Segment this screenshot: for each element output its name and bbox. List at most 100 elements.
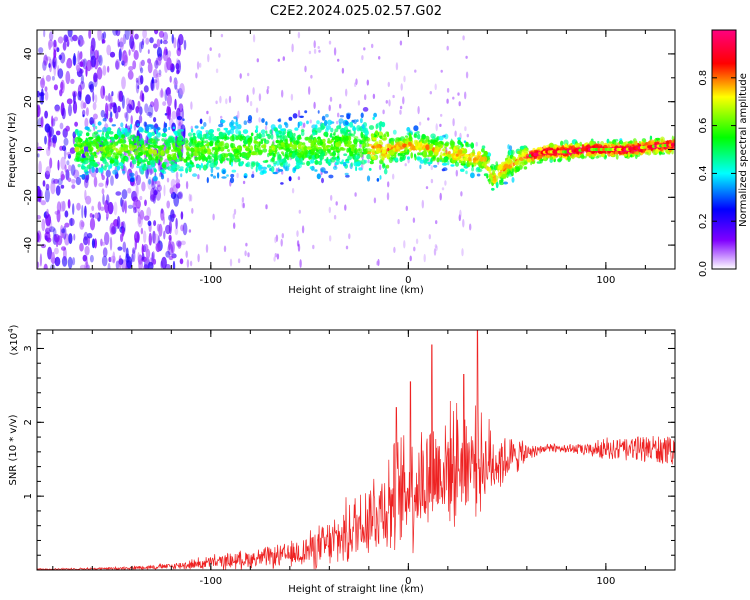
spectrogram-cell <box>119 37 125 51</box>
spectrogram-cell <box>277 154 282 161</box>
spectrogram-cell <box>77 90 82 101</box>
spectrogram-cell <box>115 59 121 70</box>
spectrogram-cell <box>44 91 49 101</box>
spectrogram-cell <box>351 119 355 123</box>
spectrogram-cell <box>189 162 194 165</box>
spectrogram-cell <box>175 63 180 70</box>
spectrogram-cell <box>464 91 467 100</box>
spectrogram-cell <box>419 152 423 156</box>
spectrogram-cell <box>276 253 280 260</box>
spectrogram-cell <box>44 235 48 240</box>
spectrogram-cell <box>417 106 420 115</box>
spectrogram-cell <box>233 116 238 120</box>
spectrogram-cell <box>470 142 474 149</box>
spectrogram-cell <box>288 176 292 182</box>
spectrogram-cell <box>110 175 114 186</box>
spectrogram-cell <box>366 153 371 160</box>
spectrogram-cell <box>129 35 135 50</box>
spectrogram-cell <box>370 133 375 138</box>
spectrogram-cell <box>52 55 58 70</box>
spectrogram-cell <box>57 36 64 44</box>
spectrogram-cell <box>44 110 48 119</box>
spectrogram-cell <box>138 114 143 124</box>
spectrogram-cell <box>45 166 51 175</box>
spectrogram-cell <box>141 243 144 255</box>
spectrogram-cell <box>224 127 228 131</box>
spectrogram-cell <box>141 92 145 103</box>
spectrogram-cell <box>201 148 204 153</box>
spectrogram-cell <box>40 243 47 249</box>
spectrogram-cell <box>239 135 243 142</box>
spectrogram-cell <box>367 159 370 164</box>
spectrogram-cell <box>350 162 353 167</box>
spectrogram-cell <box>462 35 465 41</box>
spectrogram-cell <box>167 50 172 58</box>
spectrogram-cell <box>73 233 76 241</box>
spectrogram-cell <box>92 91 95 103</box>
spectrogram-cell <box>172 126 176 130</box>
spectrogram-cell <box>88 136 94 140</box>
snr-xlabel: Height of straight line (km) <box>288 584 424 595</box>
spectrogram-cell <box>284 143 290 148</box>
spectrogram-cell <box>84 117 89 129</box>
spectrogram-cell <box>121 134 125 139</box>
spectrogram-cell <box>446 88 450 93</box>
y-tick-label: 1 <box>23 493 34 499</box>
spectrogram-cell <box>200 137 205 142</box>
spectrogram-cell <box>341 159 344 162</box>
spectrogram-cell <box>355 138 362 142</box>
spectrogram-cell <box>239 145 242 153</box>
spectrogram-cell <box>121 76 126 90</box>
spectrogram-cell <box>610 151 613 156</box>
spectrogram-cell <box>426 161 433 165</box>
spectrogram-cell <box>420 143 423 148</box>
figure-title: C2E2.2024.025.02.57.G02 <box>270 4 442 19</box>
spectrogram-cell <box>406 156 411 160</box>
spectrogram-cell <box>349 121 354 128</box>
spectrogram-cell <box>215 166 220 170</box>
spectrogram-cell <box>344 120 349 126</box>
spectrogram-cell <box>207 53 210 63</box>
spectrogram-cell <box>52 136 56 149</box>
spectrogram-cell <box>37 261 40 269</box>
spectrogram-cell <box>147 132 153 138</box>
spectrogram-cell <box>316 120 320 125</box>
colorbar-tick-label: 0.2 <box>698 213 709 229</box>
spectrogram-cell <box>37 146 43 152</box>
spectrogram-cell <box>175 217 178 230</box>
spectrogram-cell <box>356 125 361 132</box>
spectrogram-cell <box>124 200 127 214</box>
spectrogram-cell <box>308 86 311 95</box>
spectrogram-cell <box>341 147 346 151</box>
spectrogram-cell <box>235 128 239 135</box>
spectrogram-cell <box>120 127 126 134</box>
spectrogram-cell <box>293 167 297 172</box>
spectrogram-cell <box>242 180 246 185</box>
spectrogram-cell <box>150 187 156 201</box>
spectrogram-cell <box>214 157 219 161</box>
spectrogram-cell <box>195 72 198 79</box>
spectrogram-cell <box>101 188 105 195</box>
spectrogram-cell <box>153 117 157 123</box>
spectrogram-cell <box>312 131 316 136</box>
spectrogram-cell <box>423 148 427 154</box>
spectrogram-cell <box>84 166 89 172</box>
spectrogram-cell <box>133 139 136 144</box>
spectrogram-cell <box>299 259 302 268</box>
spectrogram-cell <box>148 148 154 155</box>
spectrogram-cell <box>443 156 449 163</box>
spectrogram-cell <box>56 209 61 223</box>
spectrogram-cell <box>495 181 499 189</box>
spectrogram-cell <box>504 169 508 174</box>
spectrogram-cell <box>519 145 525 150</box>
spectrogram-cell <box>533 149 539 154</box>
spectrogram-cell <box>429 91 432 95</box>
spectrogram-cell <box>143 243 149 253</box>
colorbar-label: Normalized spectral amplitude <box>738 73 749 227</box>
spectrogram-cell <box>433 151 439 156</box>
spectrogram-cell <box>232 213 235 220</box>
spectrogram-cell <box>437 141 442 148</box>
spectrogram-cell <box>135 80 140 94</box>
spectrogram-cell <box>282 135 285 141</box>
spectrogram-cell <box>256 58 259 63</box>
